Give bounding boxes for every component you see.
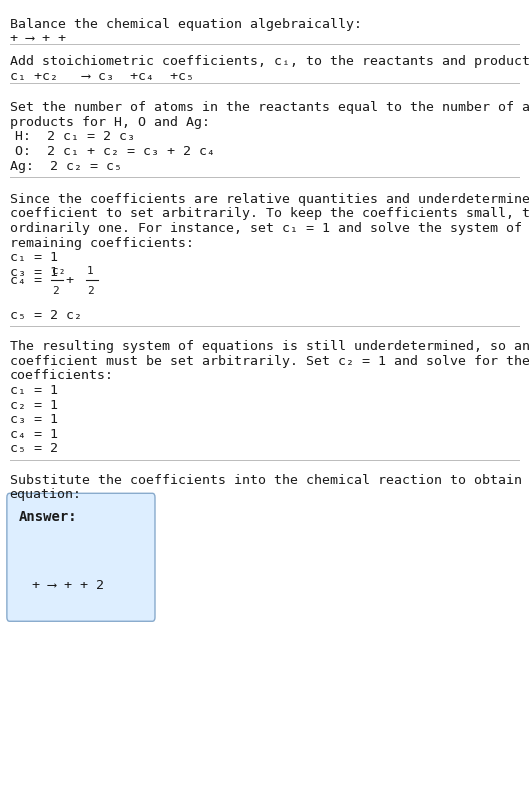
Text: c₁ = 1: c₁ = 1 <box>10 384 58 397</box>
Text: coefficient to set arbitrarily. To keep the coefficients small, the arbitrary va: coefficient to set arbitrarily. To keep … <box>10 207 529 220</box>
Text: c₄ = 1: c₄ = 1 <box>10 428 58 441</box>
Text: coefficients:: coefficients: <box>10 369 114 382</box>
FancyBboxPatch shape <box>7 493 155 621</box>
Text: 2: 2 <box>52 286 59 296</box>
Text: ordinarily one. For instance, set c₁ = 1 and solve the system of equations for t: ordinarily one. For instance, set c₁ = 1… <box>10 222 529 235</box>
Text: coefficient must be set arbitrarily. Set c₂ = 1 and solve for the remaining: coefficient must be set arbitrarily. Set… <box>10 355 529 368</box>
Text: Set the number of atoms in the reactants equal to the number of atoms in the: Set the number of atoms in the reactants… <box>10 101 529 114</box>
Text: Substitute the coefficients into the chemical reaction to obtain the balanced: Substitute the coefficients into the che… <box>10 474 529 487</box>
Text: products for H, O and Ag:: products for H, O and Ag: <box>10 116 209 129</box>
Text: remaining coefficients:: remaining coefficients: <box>10 237 194 249</box>
Text: c₅ = 2: c₅ = 2 <box>10 442 58 455</box>
Text: + ⟶ + + 2: + ⟶ + + 2 <box>32 579 104 592</box>
Text: 2: 2 <box>87 286 94 296</box>
Text: Add stoichiometric coefficients, cᵢ, to the reactants and products:: Add stoichiometric coefficients, cᵢ, to … <box>10 55 529 68</box>
Text: c₂ = 1: c₂ = 1 <box>10 399 58 411</box>
Text: +: + <box>66 274 82 287</box>
Text: c₁ = 1: c₁ = 1 <box>10 251 58 264</box>
Text: 1: 1 <box>87 266 94 275</box>
Text: c₃ = 1: c₃ = 1 <box>10 413 58 426</box>
Text: Answer:: Answer: <box>19 510 77 524</box>
Text: The resulting system of equations is still underdetermined, so an additional: The resulting system of equations is sti… <box>10 340 529 353</box>
Text: Since the coefficients are relative quantities and underdetermined, choose a: Since the coefficients are relative quan… <box>10 193 529 206</box>
Text: equation:: equation: <box>10 488 81 501</box>
Text: O:  2 c₁ + c₂ = c₃ + 2 c₄: O: 2 c₁ + c₂ = c₃ + 2 c₄ <box>15 145 215 158</box>
Text: Ag:  2 c₂ = c₅: Ag: 2 c₂ = c₅ <box>10 160 122 173</box>
Text: + ⟶ + +: + ⟶ + + <box>10 32 66 45</box>
Text: H:  2 c₁ = 2 c₃: H: 2 c₁ = 2 c₃ <box>15 130 135 143</box>
Text: c₃ = 1: c₃ = 1 <box>10 266 58 279</box>
Text: c₄ =: c₄ = <box>10 274 50 287</box>
Text: Balance the chemical equation algebraically:: Balance the chemical equation algebraica… <box>10 18 361 31</box>
Text: c₅ = 2 c₂: c₅ = 2 c₂ <box>10 309 81 322</box>
Text: c₁ +c₂   ⟶ c₃  +c₄  +c₅: c₁ +c₂ ⟶ c₃ +c₄ +c₅ <box>10 70 194 83</box>
Text: c₂: c₂ <box>52 266 66 275</box>
